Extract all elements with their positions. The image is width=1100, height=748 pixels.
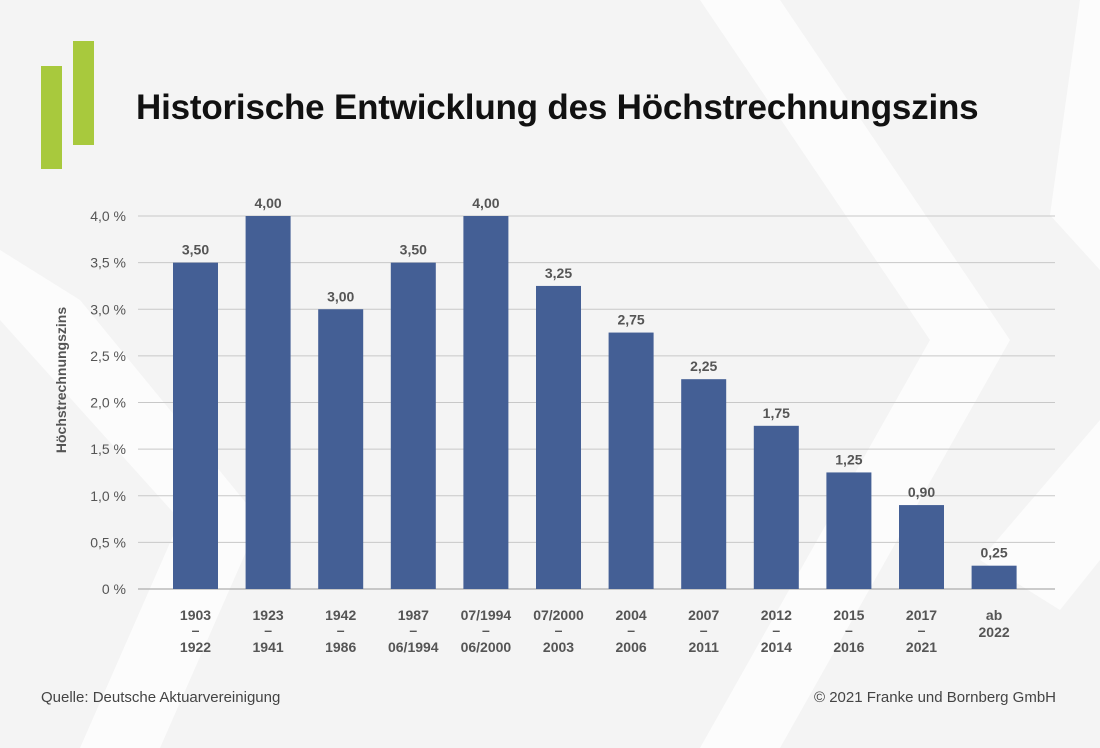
x-tick-label: 2011: [689, 639, 720, 655]
x-tick-label: –: [264, 622, 272, 638]
x-tick-label: 2006: [616, 639, 647, 655]
x-tick-label: 2003: [543, 639, 574, 655]
x-tick-label: ab: [986, 607, 1002, 623]
x-tick-label: –: [627, 622, 635, 638]
x-tick-label: 07/2000: [533, 607, 584, 623]
x-tick-label: –: [409, 622, 417, 638]
x-tick-label: 1987: [398, 607, 429, 623]
x-tick-label: 1941: [253, 639, 284, 655]
value-label: 3,50: [182, 242, 209, 258]
bar: [753, 425, 799, 589]
x-tick-label: 1942: [325, 607, 356, 623]
bar: [463, 216, 509, 589]
x-tick-label: 2007: [688, 607, 719, 623]
y-tick-label: 2,5 %: [90, 348, 126, 364]
bar: [899, 505, 944, 589]
x-tick-label: –: [482, 622, 490, 638]
bar: [681, 379, 727, 589]
x-tick-label: –: [337, 622, 345, 638]
bar: [245, 216, 291, 589]
source-note: Quelle: Deutsche Aktuarvereinigung: [41, 689, 281, 706]
x-tick-label: 2014: [761, 639, 792, 655]
x-tick-label: 1923: [253, 607, 284, 623]
x-tick-label: 06/1994: [388, 639, 439, 655]
value-label: 3,25: [545, 265, 572, 281]
y-tick-label: 3,0 %: [90, 301, 126, 317]
y-tick-label: 4,0 %: [90, 208, 126, 224]
x-tick-label: –: [700, 622, 708, 638]
x-tick-label: 2021: [906, 639, 937, 655]
value-label: 0,90: [908, 484, 935, 500]
value-label: 2,25: [690, 358, 717, 374]
value-label: 1,25: [835, 451, 862, 467]
x-tick-label: 2012: [761, 607, 792, 623]
x-tick-label: 2022: [979, 624, 1010, 640]
value-label: 1,75: [763, 405, 790, 421]
y-tick-label: 0,5 %: [90, 534, 126, 550]
bar: [173, 262, 218, 589]
value-label: 4,00: [254, 195, 281, 211]
x-tick-label: 2017: [906, 607, 937, 623]
logo-bar-left: [41, 66, 62, 169]
value-label: 0,25: [980, 545, 1007, 561]
value-label: 2,75: [617, 312, 644, 328]
background-chevron: [0, 250, 260, 748]
bar: [536, 285, 581, 589]
x-tick-label: 06/2000: [461, 639, 512, 655]
bar: [318, 309, 364, 589]
value-label: 3,00: [327, 288, 354, 304]
y-axis-label: Höchstrechnungszins: [53, 307, 69, 453]
bar: [608, 332, 654, 589]
x-tick-label: –: [555, 622, 563, 638]
y-tick-label: 1,5 %: [90, 441, 126, 457]
background-chevron: [980, 420, 1100, 610]
background-chevron: [700, 0, 1010, 748]
logo-bar-right: [73, 41, 94, 145]
x-tick-label: 2004: [616, 607, 647, 623]
x-tick-label: –: [845, 622, 853, 638]
x-tick-label: 1903: [180, 607, 211, 623]
x-tick-label: 2016: [833, 639, 864, 655]
x-tick-label: 07/1994: [461, 607, 512, 623]
x-tick-label: 1922: [180, 639, 211, 655]
x-tick-label: –: [772, 622, 780, 638]
y-tick-label: 3,5 %: [90, 255, 126, 271]
bar: [826, 472, 872, 589]
x-tick-label: –: [918, 622, 926, 638]
bar: [971, 565, 1017, 589]
bar: [390, 262, 436, 589]
value-label: 4,00: [472, 195, 499, 211]
x-tick-label: –: [192, 622, 200, 638]
copyright-note: © 2021 Franke und Bornberg GmbH: [813, 689, 1056, 706]
y-tick-label: 0 %: [102, 581, 126, 597]
value-label: 3,50: [400, 242, 427, 258]
background-chevron: [1050, 0, 1100, 270]
y-tick-label: 1,0 %: [90, 488, 126, 504]
y-tick-label: 2,0 %: [90, 395, 126, 411]
x-tick-label: 2015: [833, 607, 864, 623]
chart-title: Historische Entwicklung des Höchstrechnu…: [136, 88, 979, 127]
x-tick-label: 1986: [325, 639, 356, 655]
